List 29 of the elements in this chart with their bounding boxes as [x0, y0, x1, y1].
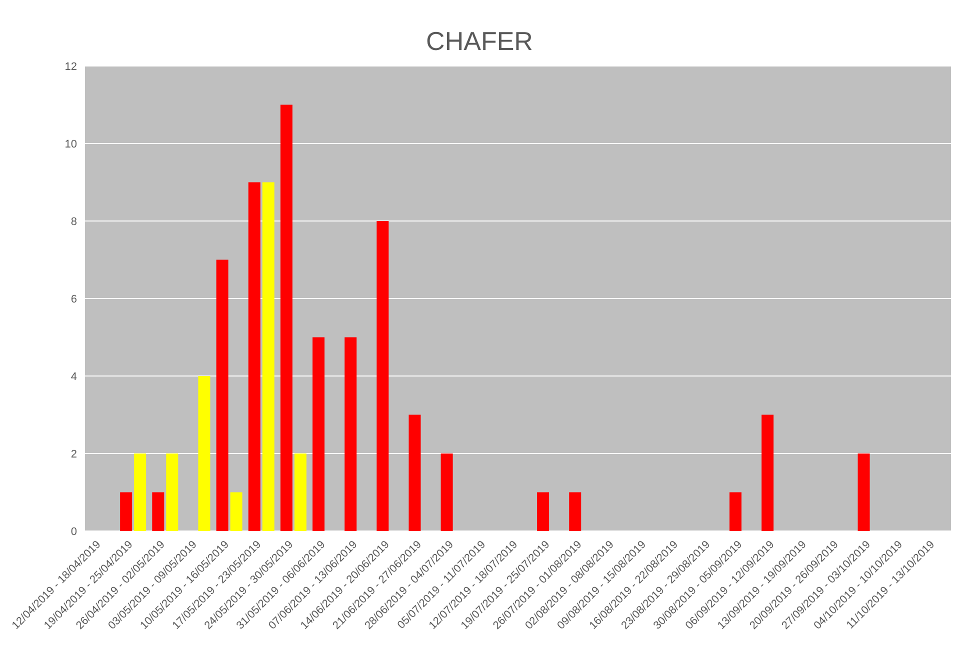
y-tick-label: 10: [64, 138, 77, 150]
y-tick-label: 4: [70, 370, 77, 383]
bar: [216, 260, 228, 531]
bar: [344, 337, 357, 531]
bar: [262, 182, 274, 531]
bar: [537, 492, 550, 531]
bar: [166, 454, 178, 531]
bar: [729, 492, 742, 531]
y-tick-label: 6: [70, 293, 77, 306]
bar: [858, 454, 870, 531]
y-tick-label: 0: [70, 526, 77, 538]
bar: [230, 492, 242, 531]
y-tick-label: 8: [70, 216, 77, 228]
bar: [440, 454, 453, 531]
bar: [294, 454, 306, 531]
bar: [134, 454, 146, 531]
bar: [408, 414, 421, 531]
bar: [280, 104, 292, 531]
bar: [120, 492, 132, 531]
bar: [152, 492, 164, 531]
chart-title: CHAFER: [425, 26, 534, 57]
y-tick-label: 2: [70, 448, 77, 460]
bar: [312, 337, 325, 531]
bar: [376, 221, 389, 531]
bar: [762, 414, 774, 531]
bar: [198, 376, 210, 531]
bar: [248, 182, 260, 531]
bar: [569, 492, 582, 531]
y-tick-label: 12: [64, 60, 77, 73]
